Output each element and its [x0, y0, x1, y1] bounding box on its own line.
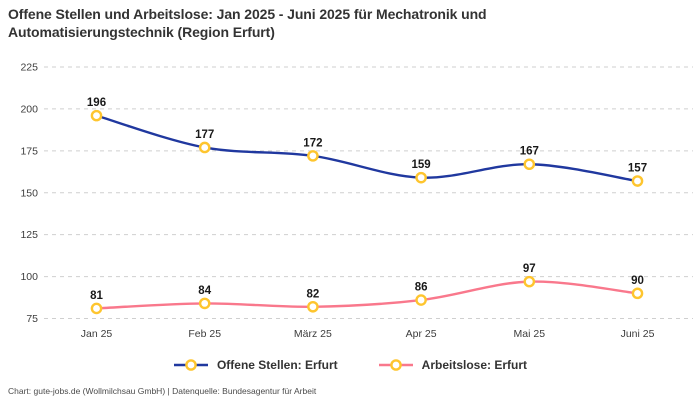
- data-point-label: 196: [87, 97, 106, 109]
- data-point-label: 86: [415, 282, 428, 294]
- y-axis-tick-label: 100: [20, 271, 38, 283]
- y-axis-tick-label: 225: [20, 62, 38, 74]
- data-point-label: 82: [307, 288, 320, 300]
- chart-legend: Offene Stellen: Erfurt Arbeitslose: Erfu…: [0, 358, 700, 372]
- data-point-marker: [415, 294, 427, 306]
- data-point-label: 177: [195, 129, 214, 141]
- data-point-label: 90: [631, 275, 644, 287]
- chart-title: Offene Stellen und Arbeitslose: Jan 2025…: [8, 6, 487, 41]
- data-point-marker: [90, 109, 103, 122]
- x-axis-tick-label: Juni 25: [621, 328, 655, 340]
- data-point-marker: [523, 275, 536, 288]
- legend-label-arbeitslose: Arbeitslose: Erfurt: [421, 358, 528, 372]
- x-axis-tick-label: März 25: [294, 328, 332, 340]
- footer-credit: Chart: gute-jobs.de (Wollmilchsau GmbH) …: [8, 386, 317, 396]
- y-axis-tick-label: 150: [20, 187, 38, 199]
- legend-item-offene-stellen: Offene Stellen: Erfurt: [173, 358, 338, 372]
- legend-line-marker-icon: [173, 359, 208, 371]
- data-point-marker: [631, 175, 644, 187]
- series-line-blue: [95, 114, 639, 183]
- x-axis-tick-label: Jan 25: [81, 328, 113, 340]
- data-point-marker: [631, 287, 644, 300]
- y-axis-tick-label: 75: [26, 313, 38, 325]
- data-point-label: 159: [412, 159, 431, 171]
- x-axis-tick-label: Feb 25: [188, 328, 221, 340]
- data-point-marker: [307, 300, 319, 313]
- data-point-label: 97: [523, 263, 536, 275]
- legend-item-arbeitslose: Arbeitslose: Erfurt: [378, 358, 527, 372]
- data-point-label: 172: [303, 137, 322, 149]
- data-point-marker: [307, 150, 319, 162]
- data-point-label: 84: [198, 285, 211, 297]
- data-point-label: 167: [520, 146, 539, 158]
- legend-label-offene-stellen: Offene Stellen: Erfurt: [216, 358, 338, 372]
- x-axis-tick-label: Mai 25: [514, 328, 546, 340]
- data-point-label: 157: [628, 163, 647, 175]
- y-axis-tick-label: 200: [20, 103, 38, 115]
- x-axis-tick-label: Apr 25: [406, 328, 437, 340]
- data-point-marker: [415, 171, 427, 184]
- data-point-marker: [523, 158, 536, 171]
- data-point-marker: [198, 141, 211, 154]
- legend-line-marker-icon: [378, 359, 413, 371]
- y-axis-tick-label: 175: [20, 145, 38, 157]
- data-point-marker: [198, 297, 211, 310]
- data-point-marker: [90, 302, 103, 315]
- series-line-pink: [95, 280, 639, 310]
- y-axis-tick-label: 125: [20, 229, 38, 241]
- data-point-label: 81: [90, 290, 103, 302]
